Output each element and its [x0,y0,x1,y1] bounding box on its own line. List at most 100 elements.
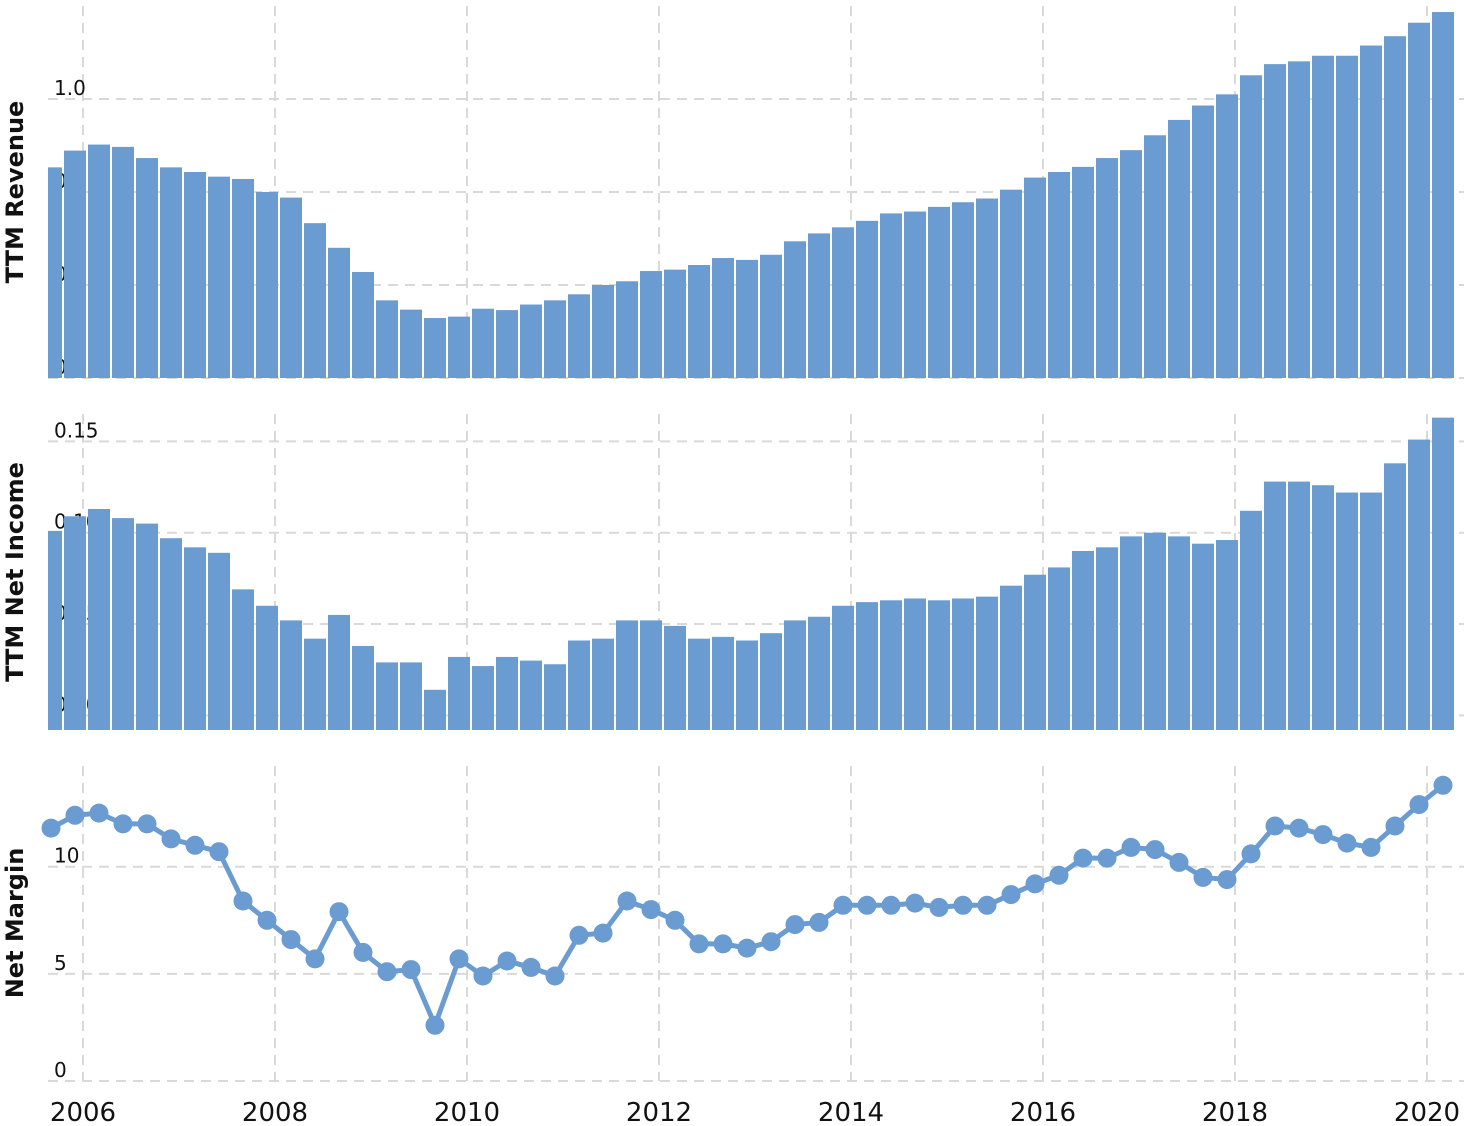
y-axis-label: TTM Net Income [1,462,29,682]
bar [544,664,566,730]
bar [808,616,830,730]
bar [664,625,686,730]
bar [1336,55,1358,378]
bar [1120,536,1142,730]
bar [1336,492,1358,730]
data-point [161,829,181,849]
bar [592,285,614,378]
data-point [905,893,925,913]
data-point [281,930,301,950]
bar [1360,492,1382,730]
bar [1144,532,1166,730]
bar [784,620,806,730]
bar [64,150,86,378]
bar [376,300,398,378]
data-point [65,805,85,825]
data-point [1121,837,1141,857]
bar-series [48,12,1454,379]
y-axis-label: Net Margin [1,848,29,999]
data-point [977,895,997,915]
data-point [857,895,877,915]
bar [64,516,86,730]
bar [1144,135,1166,378]
bar [208,552,230,730]
data-point [1361,837,1381,857]
data-point [1433,775,1453,795]
bar [928,600,950,730]
data-point [1217,870,1237,890]
data-point [401,960,421,980]
bar [400,309,422,378]
bar [784,241,806,378]
x-axis: 2006 2008 2010 2012 2014 2016 2018 2020 [50,1098,1460,1126]
data-point [809,912,829,932]
bar [184,547,206,730]
bar [88,144,110,378]
bar [688,638,710,730]
x-tick-label: 2008 [242,1098,308,1126]
bar [304,638,326,730]
data-point [89,803,109,823]
data-point [1385,816,1405,836]
bar [544,300,566,378]
data-point [881,895,901,915]
x-tick-label: 2016 [1010,1098,1076,1126]
bar [1192,105,1214,378]
bar [424,689,446,730]
data-point [1001,885,1021,905]
data-point [353,942,373,962]
bar [760,633,782,730]
data-point [1169,852,1189,872]
bar [1312,485,1334,730]
bar [1072,166,1094,378]
data-point [1145,840,1165,860]
data-point [137,814,157,834]
bar [1360,45,1382,379]
bar [760,254,782,378]
data-point [665,910,685,930]
bar [136,158,158,378]
data-point [329,902,349,922]
bar [808,233,830,378]
data-point [1241,844,1261,864]
data-point [641,900,661,920]
bar [1168,536,1190,730]
bar [1264,64,1286,378]
x-tick-label: 2018 [1202,1098,1268,1126]
bar [1096,158,1118,378]
bar [520,304,542,378]
bar [48,167,62,378]
data-point [545,966,565,986]
bar [136,523,158,730]
bar [1240,75,1262,378]
x-tick-label: 2020 [1394,1098,1460,1126]
data-point [1025,874,1045,894]
data-point [257,910,277,930]
bar [904,211,926,378]
bar [256,192,278,378]
data-point [233,891,253,911]
bar [1048,567,1070,730]
data-point [1313,825,1333,845]
bar [712,258,734,378]
data-point [1049,865,1069,885]
data-point [569,925,589,945]
bar [1408,439,1430,730]
bar [1432,417,1454,730]
bar [160,167,182,378]
bar [640,620,662,730]
data-point [1265,816,1285,836]
bar [1000,189,1022,378]
bar [1384,463,1406,730]
bar [1216,540,1238,730]
data-point [449,949,469,969]
y-tick-label: 1.0 [54,76,86,100]
bar [280,620,302,730]
bar [832,605,854,730]
data-point [689,934,709,954]
bar [880,600,902,730]
bar [328,247,350,378]
data-point [833,895,853,915]
bar [328,614,350,730]
